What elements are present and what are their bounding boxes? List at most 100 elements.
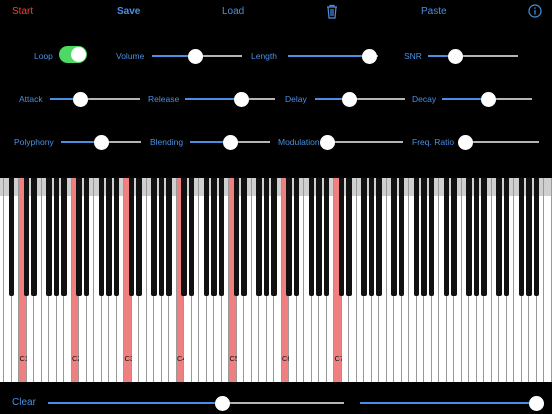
slider-thumb[interactable] bbox=[215, 395, 231, 411]
black-key[interactable] bbox=[481, 178, 487, 296]
black-key[interactable] bbox=[218, 178, 225, 296]
slider-thumb[interactable] bbox=[234, 91, 250, 107]
black-key[interactable] bbox=[346, 178, 352, 296]
black-key[interactable] bbox=[391, 178, 397, 296]
black-key[interactable] bbox=[271, 178, 277, 296]
black-key[interactable] bbox=[188, 178, 195, 296]
white-key-b[interactable] bbox=[64, 178, 72, 382]
white-key-b[interactable] bbox=[116, 178, 124, 382]
white-key-e[interactable] bbox=[86, 178, 94, 382]
black-key[interactable] bbox=[473, 178, 480, 296]
black-key[interactable] bbox=[23, 178, 30, 296]
white-key-e[interactable] bbox=[401, 178, 409, 382]
load-button[interactable]: Load bbox=[222, 6, 245, 17]
black-key[interactable] bbox=[368, 178, 375, 296]
slider-track-filled bbox=[190, 141, 230, 143]
slider-thumb[interactable] bbox=[73, 91, 89, 107]
black-key[interactable] bbox=[466, 178, 472, 296]
slider-thumb[interactable] bbox=[458, 134, 474, 150]
black-key[interactable] bbox=[166, 178, 172, 296]
info-icon[interactable] bbox=[528, 4, 542, 21]
slider-thumb[interactable] bbox=[320, 134, 336, 150]
black-key[interactable] bbox=[151, 178, 157, 296]
black-key[interactable] bbox=[323, 178, 330, 296]
black-key[interactable] bbox=[241, 178, 247, 296]
white-key-e[interactable] bbox=[454, 178, 462, 382]
white-key-e[interactable] bbox=[34, 178, 42, 382]
white-key-b[interactable] bbox=[431, 178, 439, 382]
black-key[interactable] bbox=[203, 178, 210, 296]
black-key[interactable] bbox=[286, 178, 292, 296]
black-key[interactable] bbox=[233, 178, 240, 296]
white-key-b[interactable] bbox=[536, 178, 544, 382]
white-key-e[interactable] bbox=[506, 178, 514, 382]
trash-icon[interactable] bbox=[326, 4, 338, 22]
black-key[interactable] bbox=[518, 178, 525, 296]
black-key[interactable] bbox=[136, 178, 142, 296]
black-key[interactable] bbox=[113, 178, 120, 296]
black-key[interactable] bbox=[451, 178, 457, 296]
volume-label: Volume bbox=[116, 51, 145, 61]
white-key-b[interactable] bbox=[221, 178, 229, 382]
white-key-e[interactable] bbox=[349, 178, 357, 382]
slider-thumb[interactable] bbox=[528, 395, 544, 411]
black-key[interactable] bbox=[496, 178, 502, 296]
black-key[interactable] bbox=[503, 178, 510, 296]
black-key[interactable] bbox=[211, 178, 217, 296]
clear-button[interactable]: Clear bbox=[12, 397, 36, 408]
white-key-b[interactable] bbox=[274, 178, 282, 382]
white-key-e[interactable] bbox=[139, 178, 147, 382]
black-key[interactable] bbox=[421, 178, 427, 296]
slider-thumb[interactable] bbox=[481, 91, 497, 107]
white-key[interactable] bbox=[0, 178, 4, 382]
black-key[interactable] bbox=[428, 178, 435, 296]
slider-thumb[interactable] bbox=[222, 134, 238, 150]
white-key-c[interactable] bbox=[544, 178, 552, 382]
blending-label: Blending bbox=[150, 137, 184, 147]
white-key-e[interactable] bbox=[296, 178, 304, 382]
white-key-b[interactable] bbox=[169, 178, 177, 382]
black-key[interactable] bbox=[413, 178, 420, 296]
white-key-e[interactable] bbox=[244, 178, 252, 382]
black-key[interactable] bbox=[83, 178, 90, 296]
black-key[interactable] bbox=[376, 178, 382, 296]
black-key[interactable] bbox=[61, 178, 67, 296]
piano-keyboard[interactable]: C1 C2 C3 C4 C5 C6 C7 bbox=[0, 178, 552, 382]
slider-track bbox=[80, 98, 140, 100]
slider-thumb[interactable] bbox=[93, 134, 109, 150]
black-key[interactable] bbox=[98, 178, 105, 296]
black-key[interactable] bbox=[263, 178, 270, 296]
slider-thumb[interactable] bbox=[361, 48, 377, 64]
black-key[interactable] bbox=[181, 178, 187, 296]
save-button[interactable]: Save bbox=[117, 6, 141, 17]
black-key[interactable] bbox=[526, 178, 532, 296]
black-key[interactable] bbox=[31, 178, 37, 296]
white-key-b[interactable] bbox=[379, 178, 387, 382]
black-key[interactable] bbox=[106, 178, 112, 296]
black-key[interactable] bbox=[533, 178, 540, 296]
loop-toggle[interactable] bbox=[59, 46, 87, 63]
black-key[interactable] bbox=[361, 178, 367, 296]
black-key[interactable] bbox=[443, 178, 450, 296]
paste-button[interactable]: Paste bbox=[421, 6, 447, 17]
white-key-e[interactable] bbox=[191, 178, 199, 382]
black-key[interactable] bbox=[128, 178, 135, 296]
black-key[interactable] bbox=[338, 178, 345, 296]
black-key[interactable] bbox=[53, 178, 60, 296]
white-key-b[interactable] bbox=[326, 178, 334, 382]
black-key[interactable] bbox=[308, 178, 315, 296]
white-key-b[interactable] bbox=[484, 178, 492, 382]
black-key[interactable] bbox=[46, 178, 52, 296]
slider-thumb[interactable] bbox=[341, 91, 357, 107]
black-key[interactable] bbox=[8, 178, 15, 296]
black-key[interactable] bbox=[398, 178, 405, 296]
black-key[interactable] bbox=[293, 178, 300, 296]
white-key-b[interactable] bbox=[11, 178, 19, 382]
slider-thumb[interactable] bbox=[187, 48, 203, 64]
black-key[interactable] bbox=[158, 178, 165, 296]
black-key[interactable] bbox=[256, 178, 262, 296]
start-button[interactable]: Start bbox=[12, 6, 34, 17]
black-key[interactable] bbox=[316, 178, 322, 296]
black-key[interactable] bbox=[76, 178, 82, 296]
slider-thumb[interactable] bbox=[447, 48, 463, 64]
